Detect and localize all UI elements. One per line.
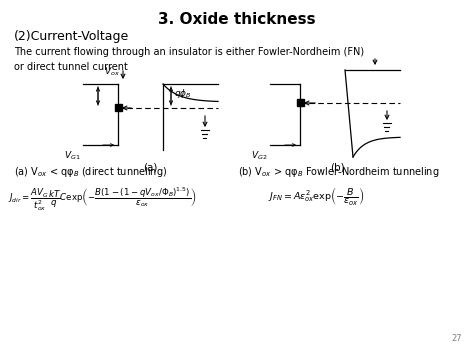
- Text: The current flowing through an insulator is either Fowler-Nordheim (FN)
or direc: The current flowing through an insulator…: [14, 47, 364, 72]
- Text: $J_{FN} = A\varepsilon_{ox}^2 \exp\!\left( -\dfrac{B}{\varepsilon_{ox}} \right)$: $J_{FN} = A\varepsilon_{ox}^2 \exp\!\lef…: [268, 185, 364, 207]
- Text: $V_{ox}$: $V_{ox}$: [104, 66, 120, 78]
- Text: (b) V$_{ox}$ > qφ$_B$ Fowler-Nordheim tunneling: (b) V$_{ox}$ > qφ$_B$ Fowler-Nordheim tu…: [238, 165, 439, 179]
- Text: (b): (b): [330, 163, 345, 173]
- Text: 3. Oxide thickness: 3. Oxide thickness: [158, 12, 316, 27]
- Text: $q\phi_B$: $q\phi_B$: [174, 87, 191, 100]
- Text: (a): (a): [143, 163, 158, 173]
- Text: 27: 27: [451, 334, 462, 343]
- Text: $J_{dir} = \dfrac{AV_G}{t_{ox}^2} \dfrac{kT}{q} C \exp\!\left( -\dfrac{B(1-(1-qV: $J_{dir} = \dfrac{AV_G}{t_{ox}^2} \dfrac…: [8, 185, 196, 213]
- Bar: [297, 99, 304, 106]
- Text: $V_{G2}$: $V_{G2}$: [251, 149, 267, 162]
- Text: $V_{G1}$: $V_{G1}$: [64, 149, 81, 162]
- Bar: [115, 104, 122, 111]
- Text: (2)Current-Voltage: (2)Current-Voltage: [14, 30, 129, 43]
- Text: (a) V$_{ox}$ < qφ$_B$ (direct tunneling): (a) V$_{ox}$ < qφ$_B$ (direct tunneling): [14, 165, 167, 179]
